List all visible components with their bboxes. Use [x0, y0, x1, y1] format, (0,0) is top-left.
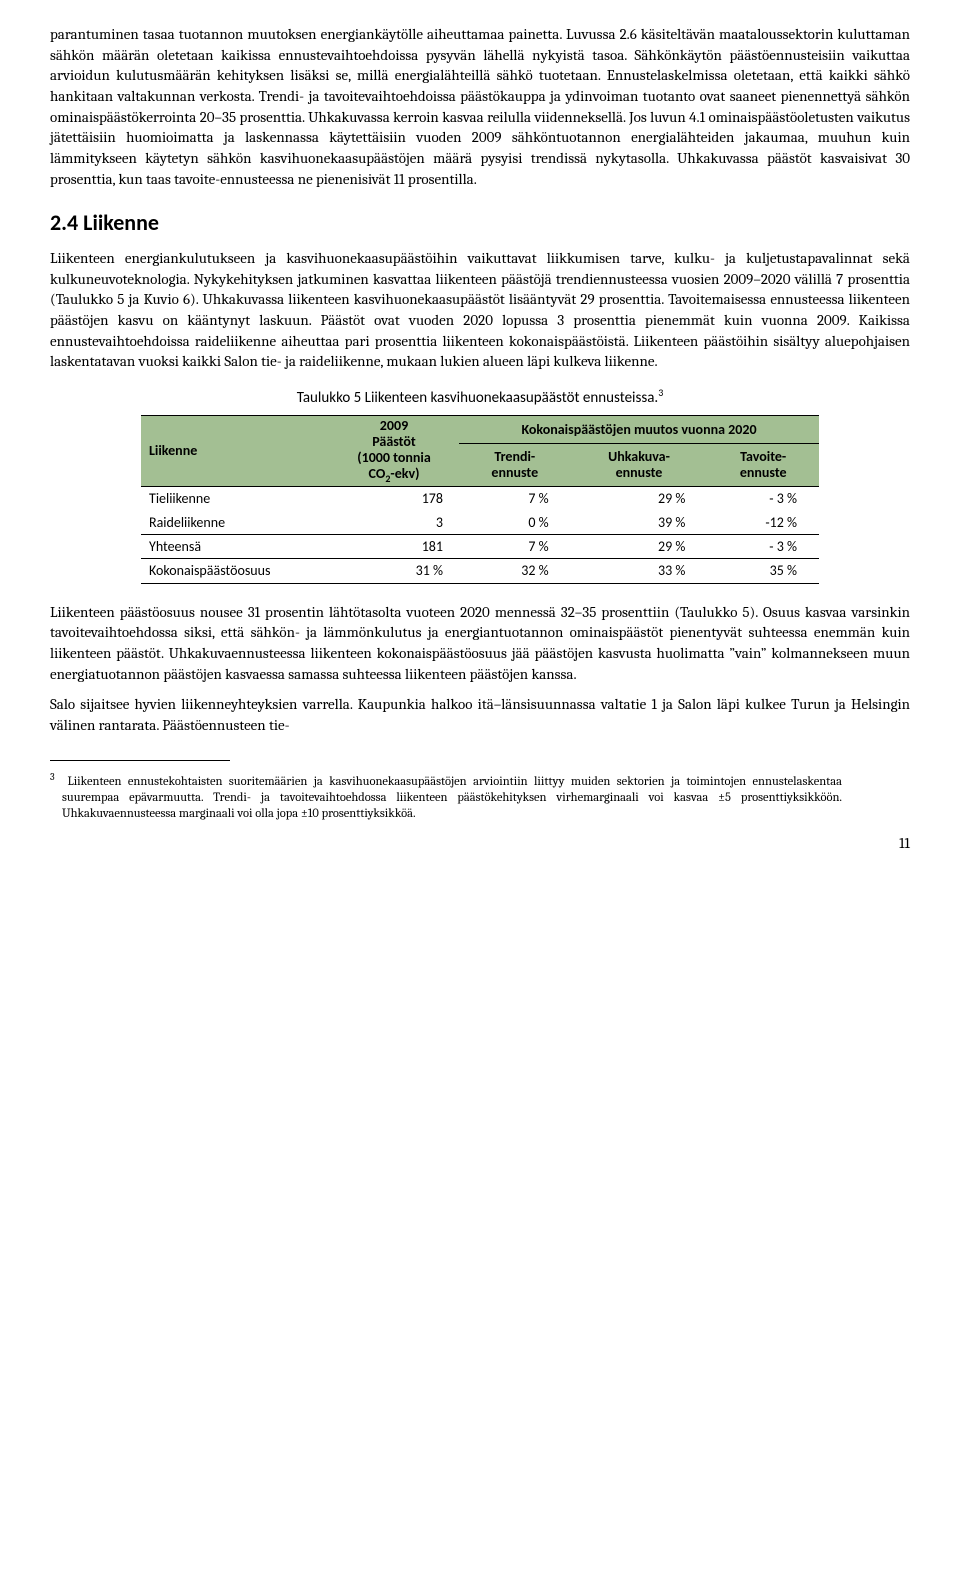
table-caption: Taulukko 5 Liikenteen kasvihuonekaasupää…: [50, 386, 910, 409]
table-row: Kokonaispäästöosuus 31 % 32 % 33 % 35 %: [141, 559, 819, 583]
emissions-table: Liikenne 2009 Päästöt (1000 tonnia CO2-e…: [141, 415, 819, 584]
table-row: Yhteensä 181 7 % 29 % - 3 %: [141, 534, 819, 558]
col-header: Liikenne: [149, 442, 197, 459]
section-heading: 2.4 Liikenne: [50, 208, 910, 238]
col-subheader: Trendi-: [494, 448, 535, 465]
col-header: Kokonaispäästöjen muutos vuonna 2020: [521, 421, 756, 438]
table-row: Tieliikenne 178 7 % 29 % - 3 %: [141, 487, 819, 511]
page-number: 11: [50, 833, 910, 854]
col-header: (1000 tonnia: [357, 449, 431, 466]
col-subheader: ennuste: [616, 464, 663, 481]
table-row: Raideliikenne 3 0 % 39 % -12 %: [141, 511, 819, 535]
body-paragraph: Liikenteen energiankulutukseen ja kasvih…: [50, 248, 910, 372]
col-header: Päästöt: [372, 433, 416, 450]
col-subheader: Tavoite-: [740, 448, 786, 465]
col-header: CO2-ekv): [369, 465, 420, 482]
footnote-text: 3 Liikenteen ennustekohtaisten suoritemä…: [50, 771, 842, 823]
col-header: 2009: [380, 417, 408, 434]
body-paragraph: parantuminen tasaa tuotannon muutoksen e…: [50, 24, 910, 190]
col-subheader: Uhkakuva-: [608, 448, 670, 465]
body-paragraph: Salo sijaitsee hyvien liikenneyhteyksien…: [50, 694, 910, 735]
body-paragraph: Liikenteen päästöosuus nousee 31 prosent…: [50, 602, 910, 685]
col-subheader: ennuste: [740, 464, 787, 481]
footnote-separator: [50, 760, 230, 767]
col-subheader: ennuste: [491, 464, 538, 481]
